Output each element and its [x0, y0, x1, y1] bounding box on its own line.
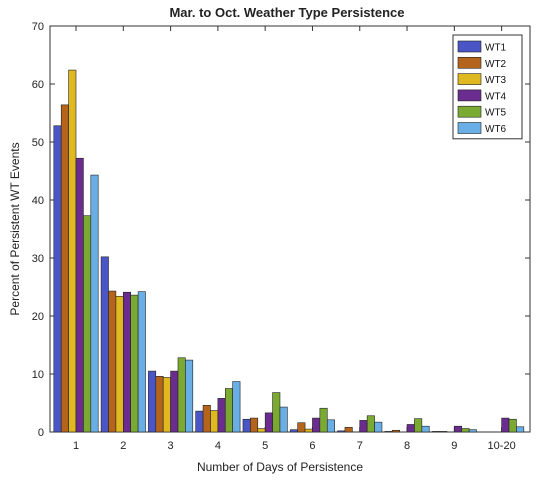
bar-wt1-2	[100, 256, 109, 433]
x-tick-label: 8	[404, 440, 410, 452]
bar-wt1-8	[384, 431, 393, 433]
bar-wt1-7	[337, 430, 346, 433]
x-tick-label: 7	[357, 440, 363, 452]
bar-wt1-4	[195, 410, 204, 433]
bar-wt6-5	[279, 406, 288, 433]
bar-wt5-4	[224, 388, 233, 433]
bar-wt6-4	[232, 381, 241, 433]
y-axis-label: Percent of Persistent WT Events	[8, 142, 22, 315]
bar-wt4-8	[406, 424, 415, 433]
bar-wt4-1	[75, 157, 84, 433]
y-tick-label: 50	[32, 137, 44, 149]
bar-wt2-4	[202, 405, 211, 433]
legend-label-wt5: WT5	[485, 108, 507, 119]
bar-wt1-1	[53, 125, 62, 433]
bar-wt6-10-20	[516, 426, 525, 433]
bar-wt6-1	[90, 174, 99, 433]
bar-wt3-5	[257, 428, 266, 433]
legend-swatch-wt6	[457, 122, 482, 134]
bar-wt5-8	[414, 418, 423, 433]
bar-wt6-8	[421, 425, 430, 433]
bar-wt3-2	[115, 295, 124, 433]
bar-wt6-3	[185, 359, 194, 433]
y-tick-label: 60	[32, 79, 44, 91]
bar-wt2-2	[108, 290, 117, 433]
bar-wt6-6	[326, 419, 335, 433]
x-tick-label: 6	[309, 440, 315, 452]
bar-wt3-1	[68, 69, 77, 433]
x-tick-label: 5	[262, 440, 268, 452]
x-tick-label: 4	[215, 440, 221, 452]
bar-wt3-6	[304, 428, 313, 433]
y-axis: 0 10 20 30 40 50 60 70	[32, 21, 530, 439]
bar-wt1-5	[242, 418, 251, 433]
bar-wt5-10-20	[508, 418, 517, 433]
bar-wt5-2	[130, 294, 139, 433]
legend-label-wt1: WT1	[485, 43, 507, 54]
bar-wt6-7	[374, 421, 383, 433]
bar-wt4-10-20	[501, 417, 510, 433]
x-tick-label: 10-20	[488, 440, 516, 452]
legend-swatch-wt5	[457, 105, 482, 118]
legend-label-wt4: WT4	[485, 91, 507, 102]
y-tick-label: 0	[38, 427, 44, 439]
bar-wt2-3	[155, 376, 164, 433]
bar-wt4-6	[312, 417, 321, 433]
bar-wt5-7	[366, 415, 375, 433]
bar-wt1-6	[289, 429, 298, 433]
bar-wt2-1	[60, 104, 69, 433]
bar-wt1-3	[148, 370, 157, 433]
bar-wt1-9	[431, 431, 440, 433]
y-tick-label: 40	[32, 195, 44, 207]
bar-wt2-8	[391, 429, 400, 433]
y-tick-label: 70	[32, 21, 44, 33]
bar-wt5-3	[177, 357, 186, 433]
x-tick-label: 1	[73, 440, 79, 452]
x-tick-label: 3	[168, 440, 174, 452]
bar-wt5-1	[83, 215, 92, 433]
legend-swatch-wt3	[457, 73, 482, 85]
y-tick-label: 30	[32, 253, 44, 265]
legend-label-wt2: WT2	[485, 59, 507, 70]
bar-wt4-7	[359, 420, 368, 433]
bar-wt6-9	[468, 429, 477, 433]
bar-wt2-6	[297, 422, 306, 433]
bar-wt4-3	[170, 370, 179, 433]
chart-title: Mar. to Oct. Weather Type Persistence	[169, 5, 404, 20]
bar-wt4-5	[264, 412, 273, 433]
bar-wt5-6	[319, 407, 328, 433]
y-tick-label: 20	[32, 311, 44, 323]
x-tick-label: 9	[451, 440, 457, 452]
legend-label-wt3: WT3	[485, 75, 507, 86]
bar-wt3-4	[210, 410, 219, 433]
bar-wt5-9	[461, 428, 470, 433]
legend-label-wt6: WT6	[485, 124, 507, 135]
bar-wt4-2	[123, 291, 132, 433]
bar-wt5-5	[272, 392, 281, 433]
bar-wt2-5	[250, 417, 259, 433]
bar-wt4-4	[217, 398, 226, 433]
y-tick-label: 10	[32, 369, 44, 381]
x-axis-label: Number of Days of Persistence	[197, 460, 363, 474]
bar-wt4-9	[454, 425, 463, 433]
legend-swatch-wt2	[457, 56, 482, 69]
bar-wt3-3	[162, 377, 171, 433]
bar-wt6-2	[137, 291, 146, 433]
bars-group	[53, 69, 525, 433]
bar-wt2-9	[439, 431, 448, 433]
bar-wt2-7	[344, 427, 353, 433]
legend-swatch-wt4	[457, 89, 482, 102]
x-tick-label: 2	[120, 440, 126, 452]
legend-swatch-wt1	[457, 40, 482, 53]
legend: WT1 WT2 WT3 WT4 WT5 WT6	[452, 34, 523, 140]
